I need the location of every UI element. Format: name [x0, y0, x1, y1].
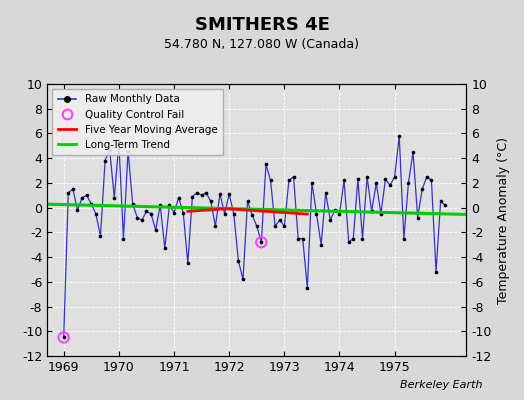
Point [225, 191, 233, 197]
Point [413, 214, 422, 221]
Point [230, 211, 238, 217]
Point [253, 223, 261, 229]
Point [367, 208, 376, 214]
Point [271, 223, 279, 229]
Point [280, 223, 289, 229]
Point [151, 227, 160, 233]
Point [234, 258, 243, 264]
Point [317, 242, 325, 248]
Point [221, 211, 229, 217]
Point [432, 269, 440, 275]
Point [96, 233, 105, 239]
Point [119, 235, 128, 242]
Point [142, 208, 150, 214]
Point [390, 174, 399, 180]
Point [386, 182, 394, 188]
Point [423, 174, 431, 180]
Point [110, 194, 118, 201]
Point [344, 239, 353, 246]
Point [183, 260, 192, 266]
Point [285, 177, 293, 184]
Legend: Raw Monthly Data, Quality Control Fail, Five Year Moving Average, Long-Term Tren: Raw Monthly Data, Quality Control Fail, … [52, 89, 223, 155]
Point [441, 202, 450, 208]
Point [188, 193, 196, 200]
Point [257, 239, 266, 246]
Point [115, 140, 123, 146]
Point [276, 217, 284, 223]
Point [239, 276, 247, 282]
Point [395, 133, 403, 139]
Point [372, 180, 380, 186]
Point [206, 198, 215, 205]
Point [381, 176, 390, 182]
Point [147, 211, 155, 217]
Point [262, 161, 270, 168]
Point [266, 177, 275, 184]
Point [326, 217, 334, 223]
Point [257, 239, 266, 246]
Point [427, 177, 435, 184]
Point [349, 235, 357, 242]
Point [400, 235, 408, 242]
Point [64, 190, 72, 196]
Point [335, 211, 344, 217]
Point [133, 214, 141, 221]
Point [198, 192, 206, 198]
Point [299, 235, 307, 242]
Point [312, 211, 321, 217]
Point [340, 177, 348, 184]
Point [78, 194, 86, 201]
Point [322, 190, 330, 196]
Point [69, 186, 77, 192]
Point [363, 174, 372, 180]
Point [138, 217, 146, 223]
Text: SMITHERS 4E: SMITHERS 4E [194, 16, 330, 34]
Point [211, 223, 220, 229]
Point [377, 211, 385, 217]
Point [87, 201, 95, 207]
Point [404, 180, 412, 186]
Point [73, 207, 82, 213]
Point [418, 186, 427, 192]
Point [170, 209, 178, 216]
Point [303, 285, 312, 291]
Point [82, 192, 91, 198]
Point [92, 211, 100, 217]
Point [354, 176, 362, 182]
Point [174, 194, 183, 201]
Point [101, 158, 110, 164]
Point [105, 146, 114, 153]
Point [128, 201, 137, 207]
Point [409, 149, 417, 155]
Point [331, 207, 339, 213]
Point [156, 202, 165, 208]
Point [358, 235, 367, 242]
Point [308, 180, 316, 186]
Point [124, 148, 132, 154]
Point [161, 245, 169, 252]
Point [193, 190, 201, 196]
Point [294, 235, 302, 242]
Point [60, 334, 68, 341]
Point [216, 191, 224, 197]
Point [436, 198, 445, 205]
Point [60, 334, 68, 341]
Text: 54.780 N, 127.080 W (Canada): 54.780 N, 127.080 W (Canada) [165, 38, 359, 51]
Point [248, 212, 256, 218]
Point [289, 174, 298, 180]
Text: Berkeley Earth: Berkeley Earth [400, 380, 482, 390]
Point [202, 190, 210, 196]
Point [243, 198, 252, 205]
Point [179, 209, 188, 216]
Y-axis label: Temperature Anomaly (°C): Temperature Anomaly (°C) [497, 136, 510, 304]
Point [165, 202, 173, 208]
